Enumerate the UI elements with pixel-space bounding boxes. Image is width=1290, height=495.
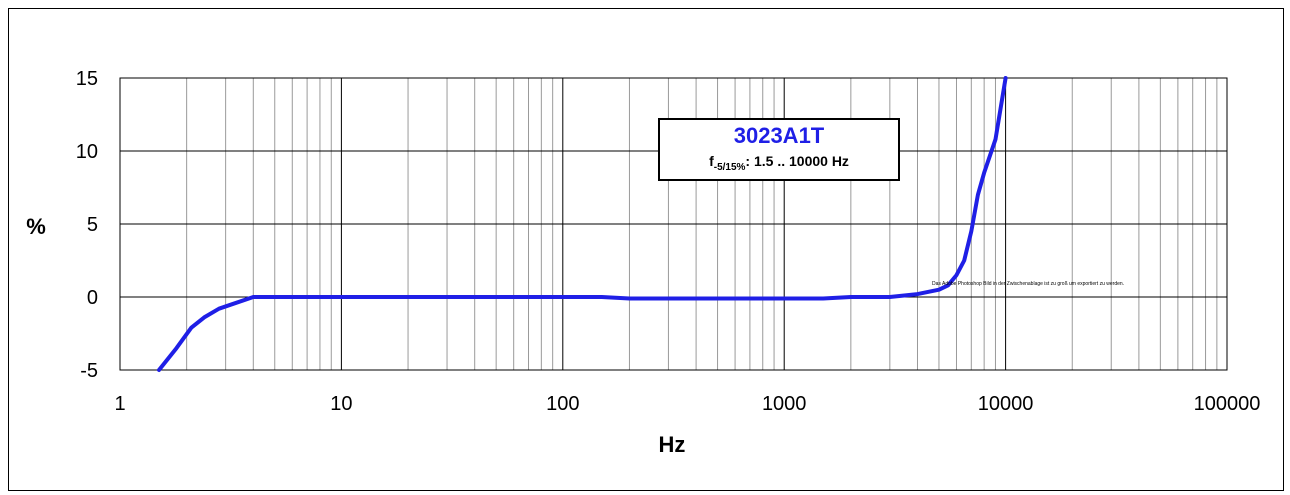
x-axis-title: Hz xyxy=(659,432,686,457)
x-tick-label: 1000 xyxy=(762,393,807,415)
x-tick-label: 10000 xyxy=(978,393,1034,415)
y-tick-label: 5 xyxy=(87,214,98,236)
series-line xyxy=(157,76,1008,372)
annotation-frequency-range: f-5/15%: 1.5 .. 10000 Hz xyxy=(660,153,898,173)
annotation-f-subscript: -5/15% xyxy=(713,161,746,173)
x-tick-label: 1 xyxy=(114,393,125,415)
x-tick-label: 100000 xyxy=(1194,393,1261,415)
annotation-f-value: : 1.5 .. 10000 Hz xyxy=(745,153,849,169)
plot-border xyxy=(119,77,1228,371)
annotation-f-prefix: f xyxy=(709,153,714,169)
x-tick-label: 100 xyxy=(546,393,579,415)
annotation-title: 3023A1T xyxy=(733,123,825,148)
y-axis-title: % xyxy=(26,214,46,239)
y-tick-label: -5 xyxy=(80,360,98,382)
clipboard-note: Das Adobe Photoshop Bild in der Zwischen… xyxy=(932,281,1125,287)
x-tick-label: 10 xyxy=(330,393,352,415)
y-tick-label: 0 xyxy=(87,287,98,309)
y-tick-label: 10 xyxy=(76,141,98,163)
annotation-box: 3023A1T f-5/15%: 1.5 .. 10000 Hz xyxy=(658,118,900,181)
y-tick-label: 15 xyxy=(76,68,98,90)
series-layer xyxy=(157,76,1008,372)
tick-labels: 1 10 100 1000 10000 100000 15 10 5 0 -5 xyxy=(76,68,1261,415)
